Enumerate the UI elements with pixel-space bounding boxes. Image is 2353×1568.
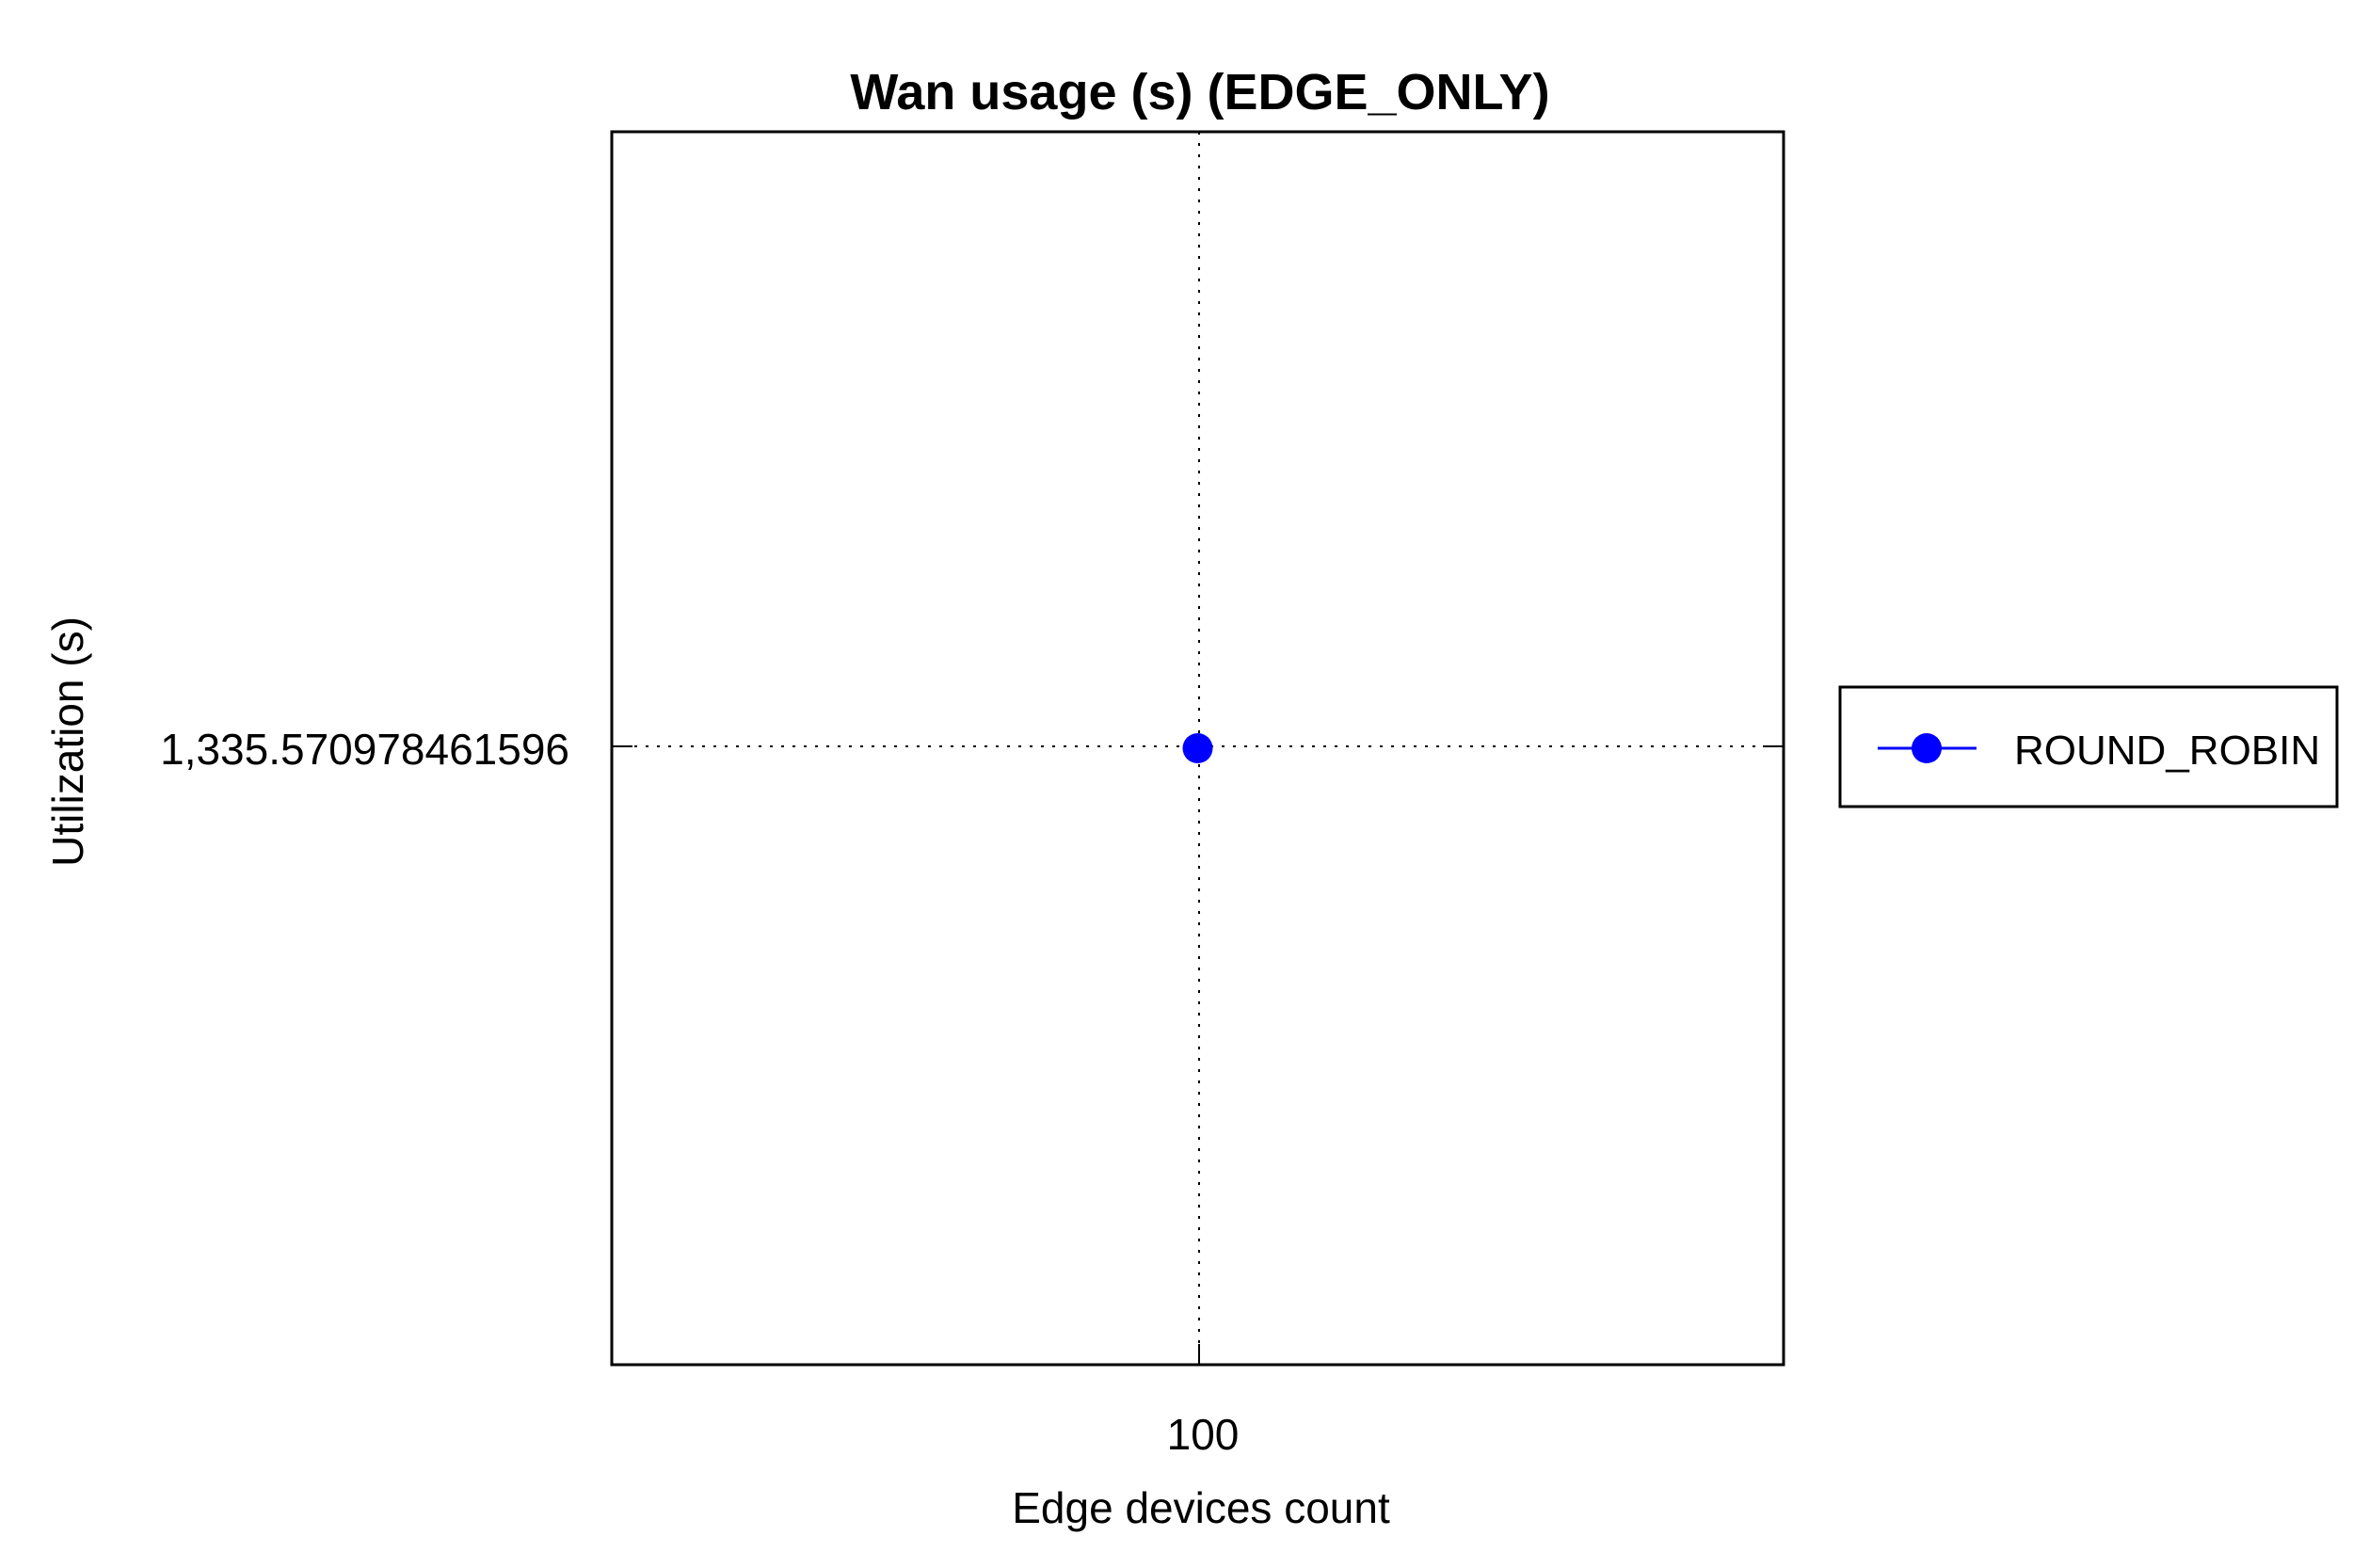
legend-marker-sample (1912, 733, 1942, 763)
legend-label-round-robin: ROUND_ROBIN (2014, 728, 2320, 774)
y-tick-label: 1,335.570978461596 (160, 725, 569, 774)
x-axis-label: Edge devices count (1012, 1483, 1390, 1532)
chart-title: Wan usage (s) (EDGE_ONLY) (850, 64, 1549, 120)
x-tick-label: 100 (1167, 1410, 1240, 1459)
y-axis-label: Utilization (s) (43, 616, 92, 867)
data-point (1182, 733, 1213, 763)
legend-box (1838, 685, 2339, 808)
legend: ROUND_ROBIN (1838, 685, 2339, 808)
series-layer (1182, 733, 1213, 763)
